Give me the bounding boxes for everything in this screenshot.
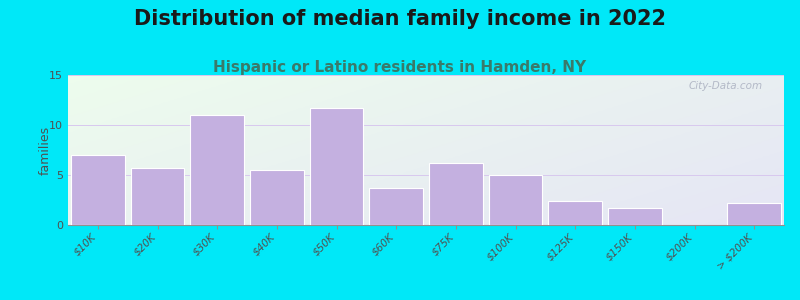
Bar	[548, 201, 602, 225]
Bar	[370, 188, 423, 225]
Bar	[489, 175, 542, 225]
Text: City-Data.com: City-Data.com	[688, 81, 762, 91]
Text: Distribution of median family income in 2022: Distribution of median family income in …	[134, 9, 666, 29]
Bar	[71, 155, 125, 225]
Bar	[727, 203, 781, 225]
Bar	[608, 208, 662, 225]
Text: Hispanic or Latino residents in Hamden, NY: Hispanic or Latino residents in Hamden, …	[214, 60, 586, 75]
Bar	[250, 170, 304, 225]
Bar	[429, 163, 482, 225]
Y-axis label: families: families	[38, 125, 51, 175]
Bar	[190, 115, 244, 225]
Bar	[310, 108, 363, 225]
Bar	[130, 168, 184, 225]
